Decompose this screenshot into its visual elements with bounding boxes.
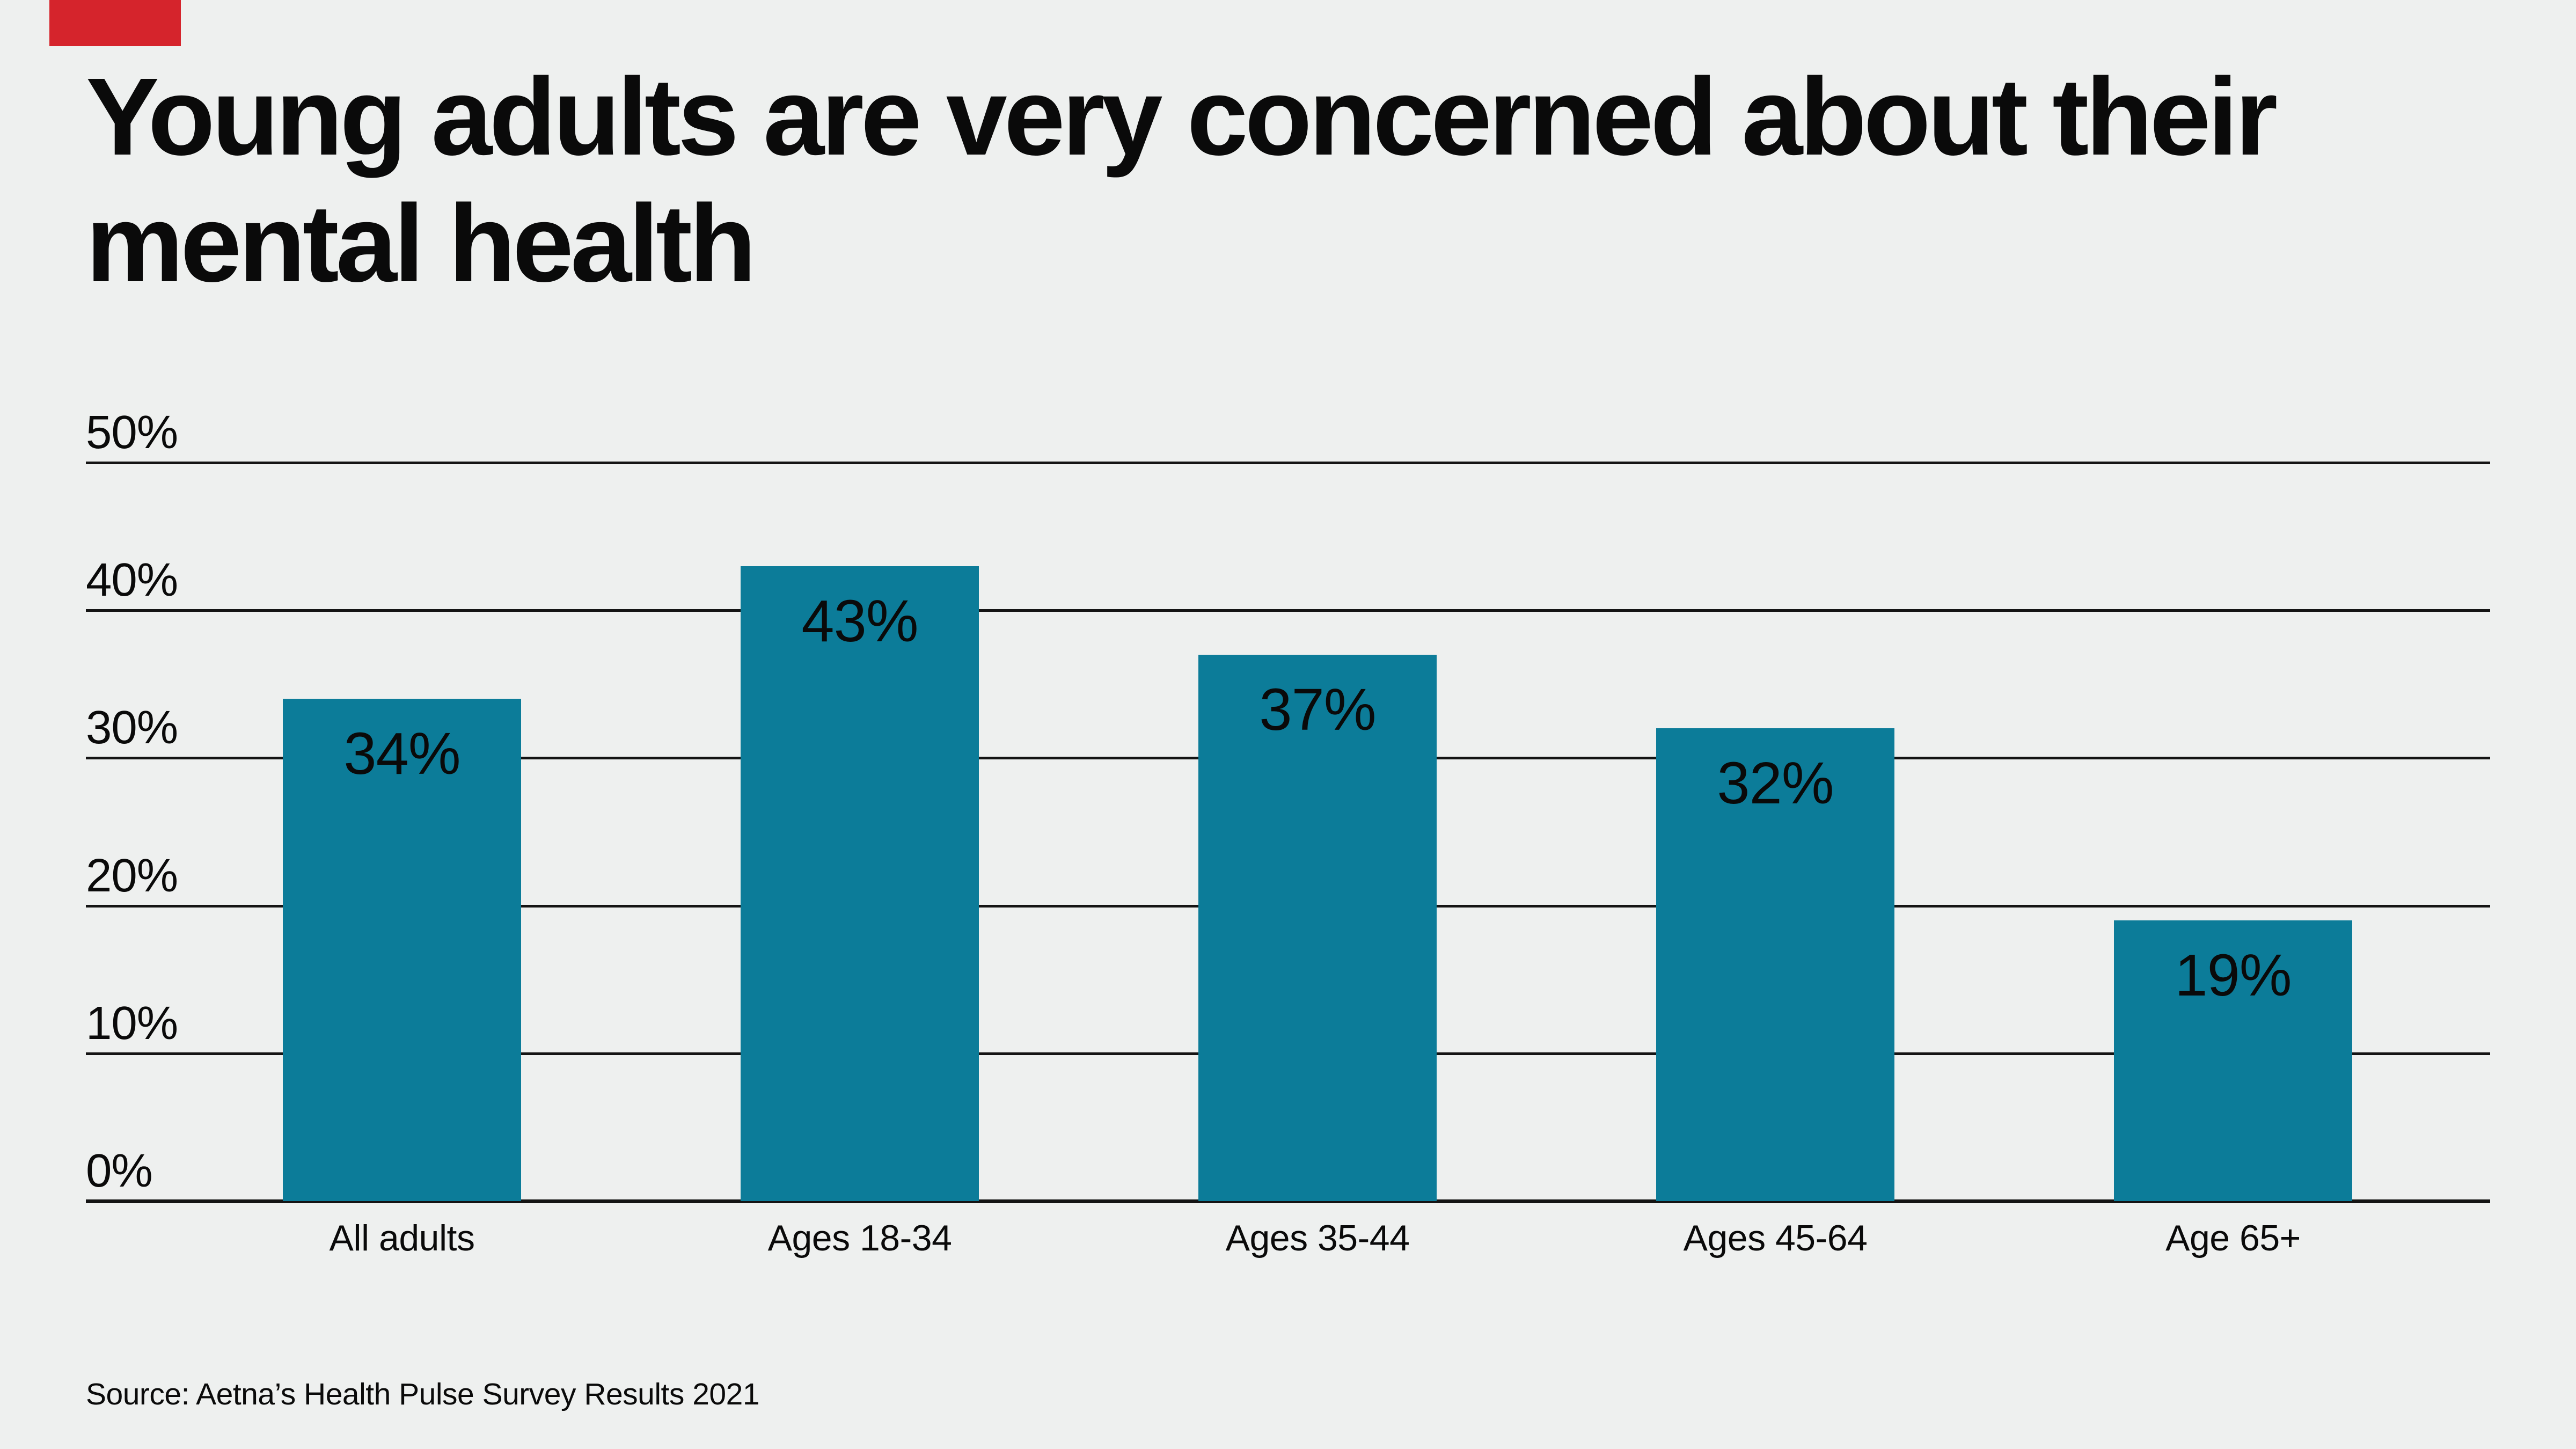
bar-value-label: 32% [1717, 750, 1834, 817]
gridline-50% [86, 462, 2490, 464]
bar-value-label: 19% [2175, 942, 2292, 1009]
chart-title: Young adults are very concerned about th… [86, 54, 2278, 307]
chart-title-line2: mental health [86, 182, 756, 305]
y-tick-label: 0% [86, 1145, 153, 1197]
annotation-marker [49, 0, 181, 46]
bar-Ages 18-34 [741, 566, 979, 1201]
category-label: All adults [329, 1218, 475, 1258]
gridline-40% [86, 609, 2490, 612]
bar-Ages 35-44 [1198, 654, 1437, 1201]
source-caption: Source: Aetna’s Health Pulse Survey Resu… [86, 1377, 760, 1411]
bar-value-label: 37% [1259, 676, 1376, 743]
bar-value-label: 43% [801, 588, 918, 654]
y-tick-label: 50% [86, 406, 178, 458]
y-tick-label: 10% [86, 997, 178, 1049]
category-label: Ages 18-34 [767, 1218, 952, 1258]
y-tick-label: 30% [86, 701, 178, 754]
bar-All adults [283, 699, 521, 1201]
category-label: Ages 35-44 [1225, 1218, 1410, 1258]
category-label: Ages 45-64 [1683, 1218, 1868, 1258]
bar-Age 65+ [2114, 920, 2352, 1201]
gridline-0% [86, 1199, 2490, 1203]
y-tick-label: 40% [86, 554, 178, 606]
bar-value-label: 34% [343, 721, 460, 787]
y-tick-label: 20% [86, 849, 178, 902]
chart-title-line1: Young adults are very concerned about th… [86, 55, 2278, 178]
category-label: Age 65+ [2165, 1218, 2301, 1258]
bar-Ages 45-64 [1656, 728, 1894, 1201]
